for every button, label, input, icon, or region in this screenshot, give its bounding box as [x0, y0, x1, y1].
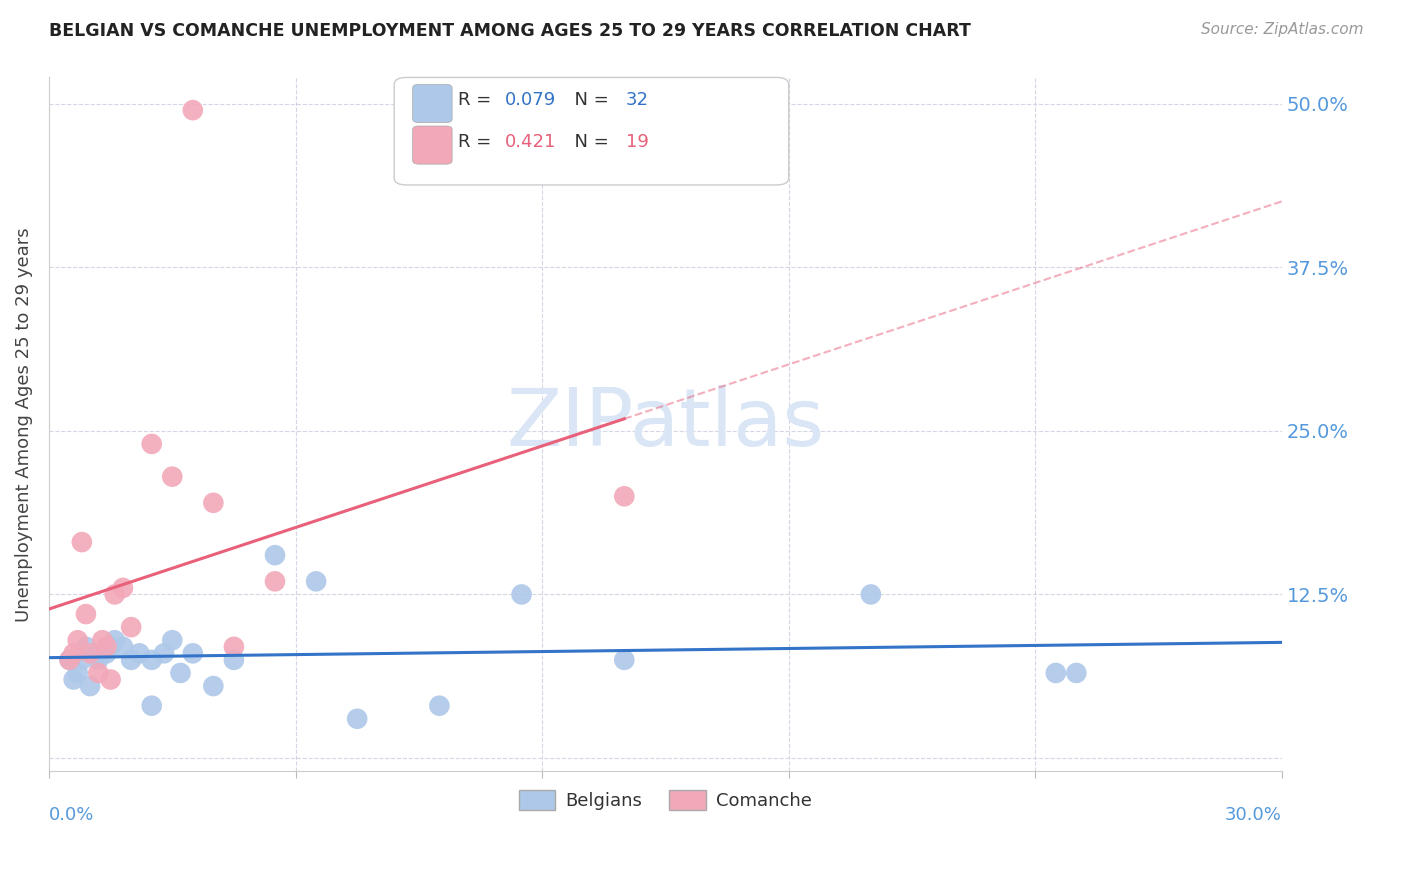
Y-axis label: Unemployment Among Ages 25 to 29 years: Unemployment Among Ages 25 to 29 years [15, 227, 32, 622]
Text: N =: N = [562, 133, 614, 151]
Point [79, 679, 101, 693]
Text: BELGIAN VS COMANCHE UNEMPLOYMENT AMONG AGES 25 TO 29 YEARS CORRELATION CHART: BELGIAN VS COMANCHE UNEMPLOYMENT AMONG A… [49, 22, 972, 40]
Point [75, 607, 97, 621]
Point [62, 646, 84, 660]
Point [305, 574, 328, 589]
Point [111, 581, 134, 595]
Point [100, 640, 122, 654]
Point [70, 535, 93, 549]
Text: 32: 32 [626, 91, 650, 110]
Point [120, 620, 142, 634]
Point [91, 633, 114, 648]
Point [202, 496, 225, 510]
Text: Source: ZipAtlas.com: Source: ZipAtlas.com [1201, 22, 1364, 37]
Point [1066, 665, 1088, 680]
Point [264, 548, 287, 562]
Point [83, 646, 105, 660]
FancyBboxPatch shape [413, 85, 453, 122]
FancyBboxPatch shape [394, 78, 789, 185]
Text: 19: 19 [626, 133, 648, 151]
Point [222, 653, 245, 667]
Point [181, 646, 204, 660]
Point [346, 712, 368, 726]
Point [111, 640, 134, 654]
Text: N =: N = [562, 91, 614, 110]
Point [91, 646, 114, 660]
Point [613, 653, 636, 667]
Point [96, 640, 118, 654]
Point [169, 665, 191, 680]
Text: R =: R = [458, 133, 498, 151]
Point [87, 665, 110, 680]
Point [162, 469, 184, 483]
Text: 0.079: 0.079 [505, 91, 557, 110]
Point [96, 646, 118, 660]
Point [141, 698, 163, 713]
Point [222, 640, 245, 654]
Point [141, 437, 163, 451]
Point [181, 103, 204, 117]
Point [613, 489, 636, 503]
Text: ZIPatlas: ZIPatlas [506, 385, 824, 463]
Point [66, 633, 89, 648]
Text: 0.0%: 0.0% [49, 805, 94, 824]
Legend: Belgians, Comanche: Belgians, Comanche [512, 782, 820, 818]
Text: 30.0%: 30.0% [1225, 805, 1282, 824]
Point [202, 679, 225, 693]
Point [58, 653, 80, 667]
Point [141, 653, 163, 667]
Point [510, 587, 533, 601]
Point [87, 653, 110, 667]
Point [104, 587, 127, 601]
Text: 0.421: 0.421 [505, 133, 557, 151]
Point [70, 653, 93, 667]
Point [162, 633, 184, 648]
Point [128, 646, 150, 660]
Point [264, 574, 287, 589]
Point [62, 673, 84, 687]
Point [429, 698, 451, 713]
Point [58, 653, 80, 667]
Point [79, 646, 101, 660]
Point [100, 673, 122, 687]
Point [1045, 665, 1067, 680]
Point [66, 665, 89, 680]
Point [75, 640, 97, 654]
Text: R =: R = [458, 91, 498, 110]
Point [859, 587, 882, 601]
Point [104, 633, 127, 648]
Point [153, 646, 176, 660]
FancyBboxPatch shape [413, 126, 453, 164]
Point [120, 653, 142, 667]
